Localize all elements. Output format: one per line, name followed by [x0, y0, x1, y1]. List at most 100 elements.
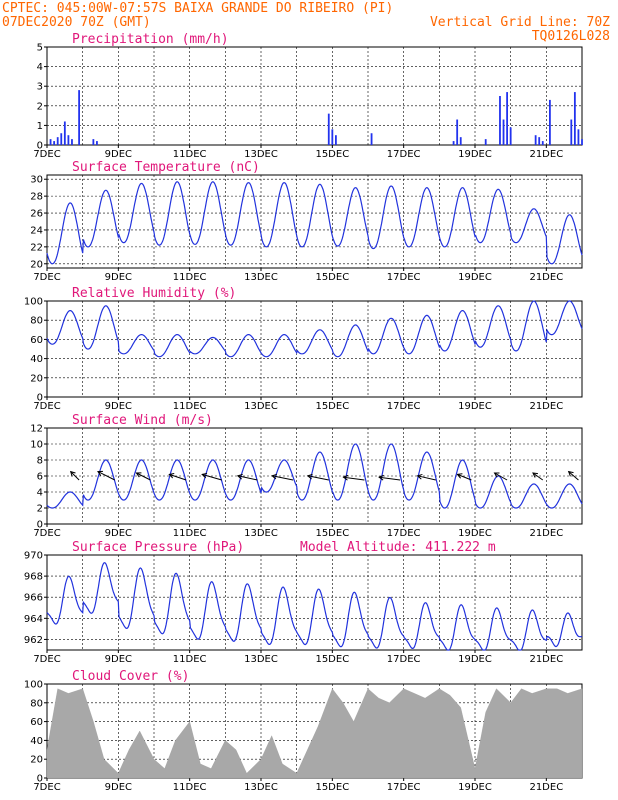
x-tick-label: 17DEC — [387, 401, 421, 412]
y-tick-label: 0 — [37, 141, 43, 152]
y-tick-label: 4 — [37, 62, 43, 73]
x-tick-label: 9DEC — [105, 149, 132, 160]
wind-arrow-head — [493, 472, 500, 478]
precip-bar — [327, 113, 330, 145]
x-tick-label: 15DEC — [315, 272, 349, 283]
precip-bar — [509, 127, 512, 145]
panel-pres: 962 964 966 968 970 7DEC 9DEC 11DEC 13DEC 15DEC 17… — [24, 540, 583, 665]
wind-arrow — [70, 471, 80, 481]
plot-frame — [46, 174, 583, 269]
y-tick-label: 80 — [30, 316, 43, 327]
y-tick-label: 100 — [24, 680, 43, 691]
wind-arrow — [169, 473, 187, 481]
wind-arrow — [272, 475, 294, 481]
precip-bar — [502, 119, 505, 145]
wind-arrow-head — [271, 473, 278, 480]
series-line — [46, 443, 583, 509]
y-tick-label: 40 — [30, 354, 43, 365]
x-tick-label: 15DEC — [315, 149, 349, 160]
y-tick-label: 80 — [30, 698, 43, 709]
precip-bar — [49, 139, 52, 145]
precip-bar — [570, 119, 573, 145]
wind-arrow — [97, 471, 115, 481]
precip-bar — [499, 96, 501, 145]
precip-bar — [577, 129, 580, 145]
precip-bar — [581, 139, 583, 145]
precip-bar — [506, 92, 508, 145]
x-tick-label: 21DEC — [529, 782, 563, 793]
x-tick-label: 11DEC — [173, 272, 207, 283]
y-tick-label: 964 — [24, 614, 43, 625]
x-tick-label: 19DEC — [458, 149, 492, 160]
panel-temp: 20 22 24 26 28 30 7DEC 9DEC 11DEC 13DEC 15DEC 17DEC… — [30, 160, 583, 283]
series-line — [46, 562, 583, 651]
precip-bar — [78, 90, 80, 145]
precip-bar — [67, 135, 70, 145]
x-tick-label: 11DEC — [173, 528, 207, 539]
plot-frame — [46, 554, 583, 651]
x-tick-label: 7DEC — [33, 272, 60, 283]
x-tick-label: 21DEC — [529, 149, 563, 160]
x-tick-label: 9DEC — [105, 272, 132, 283]
precip-bar — [331, 129, 334, 145]
x-tick-label: 13DEC — [244, 528, 278, 539]
y-tick-label: 0 — [37, 520, 43, 531]
y-tick-label: 968 — [24, 572, 43, 583]
x-tick-label: 11DEC — [173, 654, 207, 665]
precip-bar — [459, 137, 462, 145]
y-tick-label: 4 — [37, 488, 43, 499]
precip-bar — [456, 119, 459, 145]
wind-arrow-head — [378, 474, 384, 481]
y-tick-label: 20 — [30, 373, 43, 384]
precip-bar — [60, 133, 63, 145]
panel-title: Surface Pressure (hPa) — [72, 540, 244, 555]
y-tick-label: 966 — [24, 593, 43, 604]
x-tick-label: 9DEC — [105, 528, 132, 539]
panel-rh: 0 20 40 60 80 100 7DEC 9DEC 11DEC 13DEC 15DEC 17DEC… — [24, 286, 583, 412]
x-tick-label: 7DEC — [33, 149, 60, 160]
x-tick-label: 9DEC — [105, 654, 132, 665]
header-model: TQ0126L028 — [532, 29, 610, 44]
precip-bar — [56, 137, 59, 145]
panel-title: Precipitation (mm/h) — [72, 32, 229, 47]
x-tick-label: 21DEC — [529, 272, 563, 283]
x-tick-label: 19DEC — [458, 272, 492, 283]
y-tick-label: 2 — [37, 504, 43, 515]
header-date: 07DEC2020 70Z (GMT) — [2, 15, 151, 30]
series-line — [46, 300, 583, 358]
y-tick-label: 0 — [37, 393, 43, 404]
precip-bar — [541, 141, 544, 145]
wind-arrow — [202, 473, 222, 481]
y-tick-label: 5 — [37, 43, 43, 54]
y-tick-label: 1 — [37, 121, 43, 132]
wind-arrow — [307, 475, 329, 481]
panel-title: Cloud Cover (%) — [72, 669, 189, 684]
x-tick-label: 7DEC — [33, 654, 60, 665]
x-tick-label: 15DEC — [315, 528, 349, 539]
y-tick-label: 40 — [30, 736, 43, 747]
x-tick-label: 13DEC — [244, 782, 278, 793]
precip-bar — [96, 141, 98, 145]
x-tick-label: 11DEC — [173, 149, 207, 160]
x-tick-label: 11DEC — [173, 401, 207, 412]
y-tick-label: 20 — [30, 259, 43, 270]
x-tick-label: 13DEC — [244, 654, 278, 665]
y-tick-label: 100 — [24, 297, 43, 308]
x-tick-label: 7DEC — [33, 401, 60, 412]
wind-arrow-head — [456, 473, 463, 479]
x-tick-label: 17DEC — [387, 149, 421, 160]
panel-title: Relative Humidity (%) — [72, 286, 236, 301]
precip-bar — [549, 99, 551, 145]
wind-arrow-head — [532, 472, 538, 478]
precip-bar — [335, 135, 337, 145]
wind-arrow — [417, 475, 436, 481]
x-tick-label: 17DEC — [387, 272, 421, 283]
y-tick-label: 22 — [30, 242, 43, 253]
wind-arrow-head — [567, 470, 574, 477]
wind-arrow — [379, 476, 401, 481]
y-tick-label: 970 — [24, 551, 43, 562]
x-tick-label: 21DEC — [529, 528, 563, 539]
panel-title: Surface Wind (m/s) — [72, 413, 213, 428]
x-tick-label: 7DEC — [33, 782, 60, 793]
